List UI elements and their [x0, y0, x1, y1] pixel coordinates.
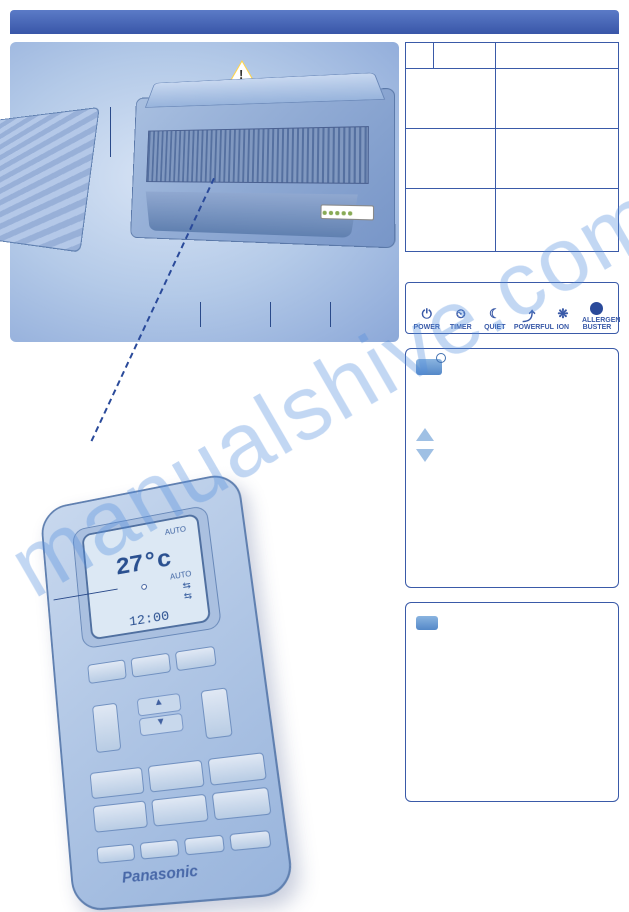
- header-bar: [10, 10, 619, 34]
- table-cell: [405, 43, 433, 69]
- remote-small-button[interactable]: [229, 830, 271, 851]
- ac-top-flap: [145, 72, 385, 107]
- operation-section-1: [405, 348, 619, 588]
- operation-section-2: [405, 602, 619, 802]
- remote-dpad: ▲ ▼: [129, 690, 194, 758]
- mode-button-chip: [416, 616, 439, 630]
- ac-front-panel: [0, 107, 100, 253]
- table-cell: [405, 189, 495, 252]
- remote-button[interactable]: [175, 646, 217, 671]
- remote-button[interactable]: [208, 752, 267, 786]
- power-icon: ⏻: [412, 306, 442, 322]
- mode-chip-icon: [416, 359, 442, 375]
- brand-logo: Panasonic: [121, 862, 199, 887]
- indicator-timer: ⏲ TIMER: [446, 306, 476, 331]
- remote-small-button[interactable]: [184, 835, 225, 856]
- ac-unit-diagram: !: [10, 42, 399, 342]
- remote-button[interactable]: [87, 659, 127, 684]
- remote-side-button[interactable]: [92, 703, 121, 753]
- spec-table: [405, 42, 619, 252]
- triangle-down-icon: [416, 449, 434, 462]
- manual-page: manualshive.com !: [0, 0, 629, 893]
- indicator-powerful: ⤴ POWERFUL: [514, 306, 544, 331]
- callout-line: [110, 107, 111, 157]
- remote-diagram: AUTO 27°c AUTO ⇆⇆ 12:00 ▲: [10, 332, 399, 852]
- table-cell: [495, 129, 618, 189]
- left-column: !: [10, 42, 399, 852]
- ac-filter-grille: [146, 126, 369, 184]
- indicator-label: ALLERGEN BUSTER: [582, 317, 621, 331]
- allergen-dot-icon: [590, 302, 603, 315]
- indicator-power: ⏻ POWER: [412, 306, 442, 331]
- remote-button[interactable]: [151, 794, 209, 827]
- table-cell: [405, 69, 495, 129]
- table-cell: [495, 189, 618, 252]
- indicator-label: ION: [557, 324, 569, 331]
- temp-down-button[interactable]: ▼: [139, 713, 184, 737]
- indicator-legend: ⏻ POWER ⏲ TIMER ☾ QUIET ⤴ POWERFUL ❋ I: [405, 282, 619, 334]
- callout-line: [330, 302, 331, 327]
- remote-control: AUTO 27°c AUTO ⇆⇆ 12:00 ▲: [40, 471, 296, 912]
- table-cell: [433, 43, 495, 69]
- table-cell: [495, 69, 618, 129]
- remote-button[interactable]: [148, 760, 205, 793]
- remote-lcd: AUTO 27°c AUTO ⇆⇆ 12:00: [82, 513, 212, 640]
- indicator-quiet: ☾ QUIET: [480, 306, 510, 331]
- remote-button[interactable]: [212, 787, 272, 821]
- table-cell: [495, 43, 618, 69]
- remote-small-button[interactable]: [140, 839, 180, 860]
- remote-button[interactable]: [90, 767, 145, 799]
- indicator-label: QUIET: [484, 324, 505, 331]
- indicator-ion: ❋ ION: [548, 306, 578, 331]
- remote-side-button[interactable]: [201, 687, 233, 739]
- indicator-label: POWER: [413, 324, 439, 331]
- indicator-allergen: ALLERGEN BUSTER: [582, 302, 612, 331]
- timer-icon: ⏲: [446, 306, 476, 322]
- ac-indicator-panel: [320, 204, 374, 220]
- content-row: !: [10, 34, 619, 852]
- remote-button-row: [96, 830, 271, 864]
- table-cell: [405, 129, 495, 189]
- quiet-icon: ☾: [480, 306, 510, 322]
- remote-small-button[interactable]: [96, 843, 135, 863]
- indicator-label: TIMER: [450, 324, 472, 331]
- right-column: ⏻ POWER ⏲ TIMER ☾ QUIET ⤴ POWERFUL ❋ I: [405, 42, 619, 852]
- remote-button[interactable]: [93, 800, 148, 832]
- ion-icon: ❋: [548, 306, 578, 322]
- remote-button-row: [87, 646, 216, 684]
- remote-button[interactable]: [131, 653, 172, 678]
- triangle-up-icon: [416, 428, 434, 441]
- powerful-icon: ⤴: [514, 306, 544, 322]
